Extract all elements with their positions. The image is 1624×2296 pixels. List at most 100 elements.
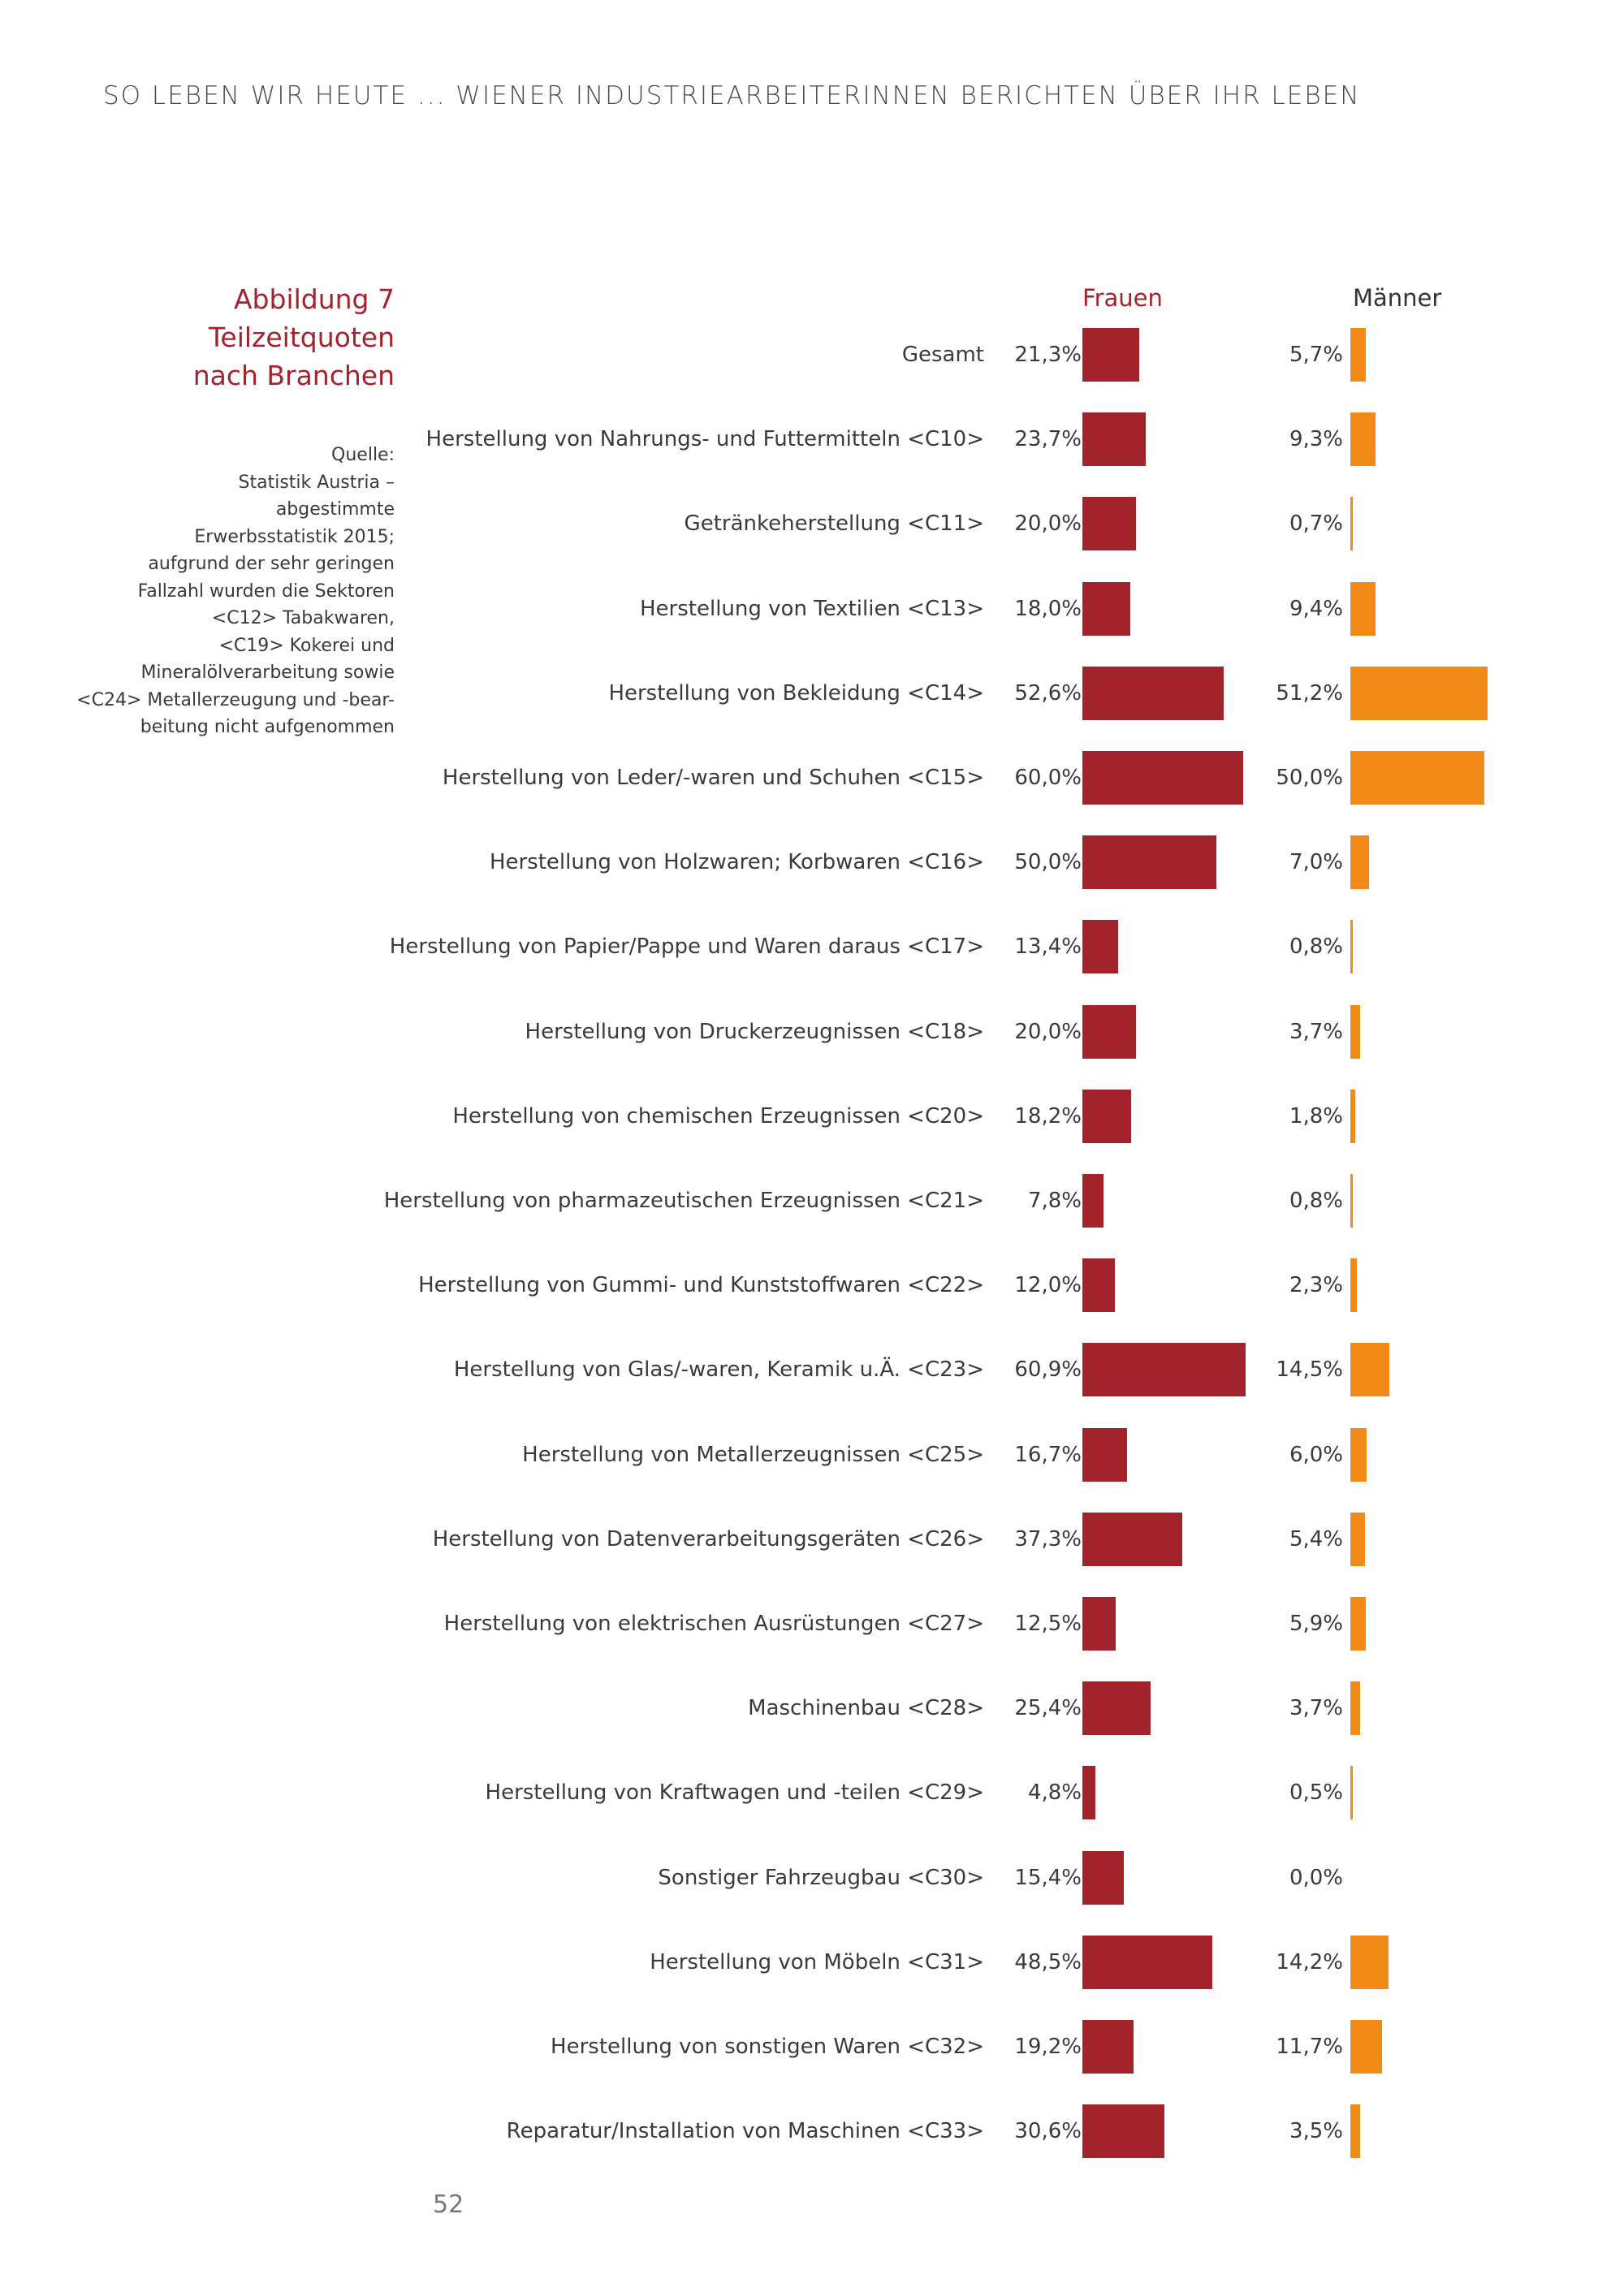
frauen-value-label: 50,0% [1014,850,1082,875]
category-label: Herstellung von Druckerzeugnissen <C18> [525,1019,984,1044]
category-label: Herstellung von Kraftwagen und -teilen <… [485,1780,984,1806]
category-label: Sonstiger Fahrzeugbau <C30> [658,1865,984,1890]
source-line: Fallzahl wurden die Sektoren [137,580,395,602]
maenner-bar [1350,412,1376,467]
maenner-value-label: 0,8% [1289,934,1343,960]
maenner-value-label: 0,8% [1289,1189,1343,1213]
source-line: <C24> Metallerzeugung und -bear- [76,689,395,710]
category-label: Herstellung von Glas/-waren, Keramik u.Ä… [453,1357,984,1383]
category-label: Herstellung von Holzwaren; Korbwaren <C1… [489,850,984,875]
category-label: Herstellung von Gummi- und Kunststoffwar… [418,1273,984,1298]
maenner-value-label: 2,3% [1289,1273,1343,1298]
frauen-value-label: 21,3% [1014,343,1082,367]
frauen-bar [1082,1512,1183,1566]
category-label: Herstellung von sonstigen Waren <C32> [551,2035,984,2059]
frauen-value-label: 20,0% [1014,1019,1082,1044]
source-line: beitung nicht aufgenommen [140,717,395,737]
frauen-value-label: 19,2% [1014,2035,1082,2059]
frauen-bar [1082,920,1119,974]
category-label: Gesamt [901,343,984,367]
frauen-value-label: 15,4% [1014,1865,1082,1890]
frauen-value-label: 12,0% [1014,1273,1082,1298]
category-label: Herstellung von Leder/-waren und Schuhen… [442,766,984,790]
maenner-value-label: 7,0% [1289,850,1343,875]
frauen-value-label: 20,0% [1014,511,1082,537]
figure-number: Abbildung 7 [233,283,395,315]
frauen-bar [1082,2104,1164,2159]
maenner-value-label: 14,2% [1276,1949,1343,1974]
maenner-bar [1350,2104,1360,2159]
category-label: Herstellung von Textilien <C13> [640,596,984,621]
frauen-bar [1082,1766,1095,1820]
source-line: abgestimmte [275,499,395,520]
source-line: Statistik Austria – [238,472,395,493]
frauen-bar [1082,412,1147,467]
frauen-value-label: 52,6% [1014,680,1082,706]
frauen-bar [1082,2020,1134,2074]
maenner-value-label: 14,5% [1276,1357,1343,1383]
maenner-value-label: 9,4% [1289,596,1343,621]
running-header: SO LEBEN WIR HEUTE ... WIENER INDUSTRIEA… [103,81,1361,110]
category-label: Herstellung von Bekleidung <C14> [608,680,984,706]
frauen-bar [1082,1427,1128,1482]
legend-maenner: Männer [1353,284,1442,312]
frauen-bar [1082,1258,1115,1313]
maenner-bar [1350,1681,1361,1736]
category-label: Herstellung von pharmazeutischen Erzeugn… [383,1189,984,1213]
source-line: Quelle: [331,445,395,465]
category-label: Getränkeherstellung <C11> [684,511,984,537]
frauen-bar [1082,751,1243,805]
maenner-value-label: 50,0% [1276,766,1343,790]
maenner-value-label: 11,7% [1276,2035,1343,2059]
frauen-value-label: 25,4% [1014,1696,1082,1721]
maenner-bar [1350,1089,1355,1143]
frauen-value-label: 16,7% [1014,1442,1082,1467]
category-label: Maschinenbau <C28> [748,1696,984,1721]
maenner-bar [1350,1258,1357,1313]
maenner-bar [1350,1427,1367,1482]
category-label: Herstellung von Papier/Pappe und Waren d… [389,934,984,960]
frauen-value-label: 4,8% [1027,1780,1082,1806]
figure-title-line: nach Branchen [192,360,395,391]
maenner-value-label: 5,4% [1289,1526,1343,1552]
frauen-bar [1082,497,1136,551]
frauen-value-label: 37,3% [1014,1526,1082,1552]
maenner-bar [1350,1512,1365,1566]
maenner-bar [1350,666,1488,720]
frauen-bar [1082,666,1224,720]
figure-title-line: Teilzeitquoten [208,322,395,353]
maenner-bar [1350,1766,1353,1820]
category-label: Herstellung von Datenverarbeitungsgeräte… [432,1526,984,1552]
category-label: Reparatur/Installation von Maschinen <C3… [506,2119,984,2144]
frauen-value-label: 13,4% [1014,934,1082,960]
frauen-value-label: 7,8% [1027,1189,1082,1213]
frauen-bar [1082,1597,1116,1651]
maenner-value-label: 1,8% [1289,1103,1343,1129]
frauen-value-label: 18,0% [1014,596,1082,621]
maenner-value-label: 51,2% [1276,680,1343,706]
frauen-bar [1082,1174,1104,1228]
maenner-bar [1350,1004,1361,1059]
frauen-bar [1082,1089,1132,1143]
maenner-value-label: 3,7% [1289,1696,1343,1721]
maenner-bar [1350,2020,1382,2074]
maenner-value-label: 0,0% [1289,1865,1343,1890]
maenner-bar [1350,920,1353,974]
figure-source-note: Quelle: Statistik Austria – abgestimmte … [76,442,395,741]
category-label: Herstellung von Nahrungs- und Futtermitt… [425,427,984,452]
source-line: Erwerbsstatistik 2015; [194,526,395,547]
maenner-value-label: 5,9% [1289,1612,1343,1636]
category-label: Herstellung von chemischen Erzeugnissen … [452,1103,984,1129]
source-line: aufgrund der sehr geringen [148,554,395,574]
source-line: Mineralölverarbeitung sowie [140,662,395,683]
frauen-bar [1082,1681,1151,1736]
frauen-value-label: 18,2% [1014,1103,1082,1129]
category-label: Herstellung von Metallerzeugnissen <C25> [522,1442,984,1467]
frauen-bar [1082,1935,1213,1989]
maenner-bar [1350,1597,1367,1651]
maenner-value-label: 9,3% [1289,427,1343,452]
frauen-bar [1082,1850,1124,1905]
maenner-value-label: 3,7% [1289,1019,1343,1044]
frauen-value-label: 48,5% [1014,1949,1082,1974]
